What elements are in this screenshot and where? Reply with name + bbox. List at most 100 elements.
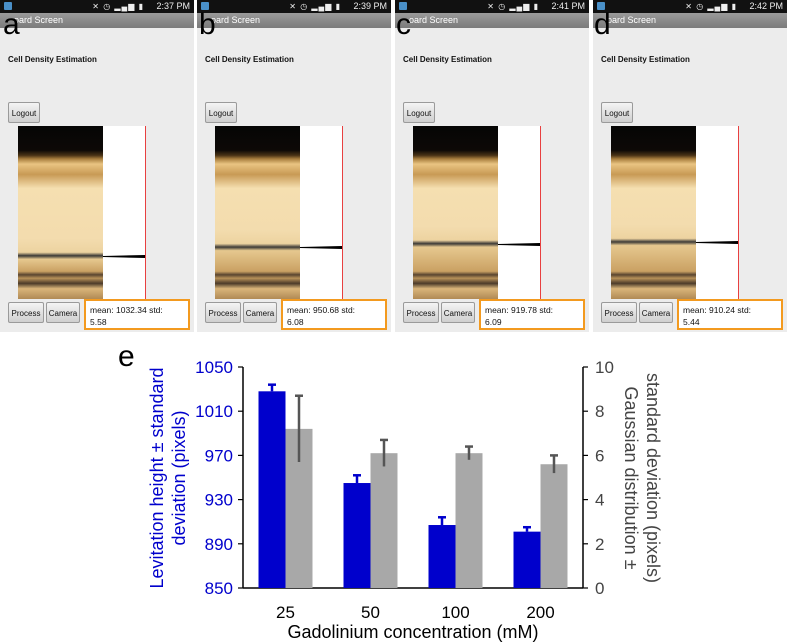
result-mean-text: mean: 910.24 std: bbox=[683, 305, 752, 315]
levitation-image bbox=[18, 126, 103, 299]
bar-levitation-height bbox=[428, 525, 456, 588]
x-tick-label: 100 bbox=[441, 603, 469, 622]
result-std-text: 6.09 bbox=[485, 317, 502, 327]
app-heading: Cell Density Estimation bbox=[403, 55, 492, 64]
signal-icons: ✕ ◷ ▂▄▆ ▮ bbox=[685, 2, 737, 11]
logout-button[interactable]: Logout bbox=[8, 102, 40, 123]
intensity-profile-plot bbox=[103, 126, 145, 299]
levitation-image bbox=[611, 126, 696, 299]
app-heading: Cell Density Estimation bbox=[601, 55, 690, 64]
result-box: mean: 950.68 std: 6.08 bbox=[281, 299, 387, 330]
result-std-text: 5.44 bbox=[683, 317, 700, 327]
logout-button[interactable]: Logout bbox=[601, 102, 633, 123]
logout-button[interactable]: Logout bbox=[205, 102, 237, 123]
notification-icon bbox=[399, 2, 407, 10]
camera-button[interactable]: Camera bbox=[441, 302, 475, 323]
phone-panel-a: ✕ ◷ ▂▄▆ ▮ 2:37 PM oard Screen Cell Densi… bbox=[0, 0, 194, 332]
intensity-peak bbox=[498, 243, 540, 246]
intensity-peak bbox=[103, 255, 145, 258]
panel-label-c: c bbox=[396, 8, 411, 41]
reference-line bbox=[540, 126, 541, 299]
camera-button[interactable]: Camera bbox=[46, 302, 80, 323]
bar-levitation-height bbox=[513, 531, 541, 588]
intensity-profile-svg bbox=[498, 243, 540, 246]
x-tick-label: 200 bbox=[526, 603, 554, 622]
logout-button[interactable]: Logout bbox=[403, 102, 435, 123]
status-bar: ✕ ◷ ▂▄▆ ▮ 2:37 PM bbox=[0, 0, 194, 13]
panel-label-b: b bbox=[199, 8, 216, 41]
result-mean-text: mean: 950.68 std: bbox=[287, 305, 356, 315]
x-axis-title: Gadolinium concentration (mM) bbox=[287, 622, 538, 642]
signal-icons: ✕ ◷ ▂▄▆ ▮ bbox=[487, 2, 539, 11]
app-heading: Cell Density Estimation bbox=[8, 55, 97, 64]
intensity-profile-plot bbox=[498, 126, 540, 299]
panel-label-e: e bbox=[118, 340, 135, 373]
notification-icon bbox=[597, 2, 605, 10]
app-heading: Cell Density Estimation bbox=[205, 55, 294, 64]
intensity-profile-svg bbox=[696, 241, 738, 244]
bar-levitation-height bbox=[343, 483, 371, 588]
right-tick-label: 6 bbox=[595, 446, 604, 465]
result-mean-text: mean: 919.78 std: bbox=[485, 305, 554, 315]
left-tick-label: 1010 bbox=[195, 402, 233, 421]
result-box: mean: 1032.34 std: 5.58 bbox=[84, 299, 190, 330]
app-title-bar: oard Screen bbox=[197, 13, 391, 28]
process-button[interactable]: Process bbox=[8, 302, 44, 323]
left-tick-label: 1050 bbox=[195, 358, 233, 377]
status-time: 2:37 PM bbox=[156, 1, 190, 11]
notification-icon bbox=[201, 2, 209, 10]
intensity-peak bbox=[300, 246, 342, 249]
status-time: 2:39 PM bbox=[353, 1, 387, 11]
notification-icon bbox=[4, 2, 12, 10]
camera-button[interactable]: Camera bbox=[639, 302, 673, 323]
status-bar: ✕ ◷ ▂▄▆ ▮ 2:39 PM bbox=[197, 0, 391, 13]
bar-gaussian-distribution bbox=[370, 453, 398, 588]
x-tick-label: 25 bbox=[276, 603, 295, 622]
x-tick-label: 50 bbox=[361, 603, 380, 622]
process-button[interactable]: Process bbox=[403, 302, 439, 323]
left-axis-title-line1: Levitation height ± standard bbox=[147, 367, 167, 588]
reference-line bbox=[145, 126, 146, 299]
phone-panel-d: ✕ ◷ ▂▄▆ ▮ 2:42 PM oard Screen Cell Densi… bbox=[593, 0, 787, 332]
left-tick-label: 930 bbox=[205, 491, 233, 510]
intensity-profile-plot bbox=[300, 126, 342, 299]
intensity-profile-plot bbox=[696, 126, 738, 299]
status-bar: ✕ ◷ ▂▄▆ ▮ 2:42 PM bbox=[593, 0, 787, 13]
left-tick-label: 890 bbox=[205, 535, 233, 554]
phone-panel-b: ✕ ◷ ▂▄▆ ▮ 2:39 PM oard Screen Cell Densi… bbox=[197, 0, 391, 332]
right-tick-label: 10 bbox=[595, 358, 614, 377]
result-box: mean: 919.78 std: 6.09 bbox=[479, 299, 585, 330]
right-axis-title-line2: standard deviation (pixels) bbox=[643, 373, 663, 583]
status-time: 2:42 PM bbox=[749, 1, 783, 11]
intensity-profile-svg bbox=[300, 246, 342, 249]
camera-button[interactable]: Camera bbox=[243, 302, 277, 323]
panel-label-d: d bbox=[594, 8, 611, 41]
right-tick-label: 4 bbox=[595, 491, 604, 510]
signal-icons: ✕ ◷ ▂▄▆ ▮ bbox=[92, 2, 144, 11]
result-mean-text: mean: 1032.34 std: bbox=[90, 305, 163, 315]
app-title-bar: oard Screen bbox=[593, 13, 787, 28]
reference-line bbox=[738, 126, 739, 299]
right-tick-label: 8 bbox=[595, 402, 604, 421]
bar-gaussian-distribution bbox=[540, 464, 568, 588]
panel-label-a: a bbox=[3, 8, 20, 41]
result-std-text: 5.58 bbox=[90, 317, 107, 327]
result-std-text: 6.08 bbox=[287, 317, 304, 327]
intensity-profile-svg bbox=[103, 255, 145, 258]
levitation-image bbox=[413, 126, 498, 299]
right-axis-title-line1: Gaussian distribution ± bbox=[621, 387, 641, 570]
phone-panel-c: ✕ ◷ ▂▄▆ ▮ 2:41 PM oard Screen Cell Densi… bbox=[395, 0, 589, 332]
app-title-bar: oard Screen bbox=[395, 13, 589, 28]
bar-gaussian-distribution bbox=[455, 453, 483, 588]
status-bar: ✕ ◷ ▂▄▆ ▮ 2:41 PM bbox=[395, 0, 589, 13]
levitation-image bbox=[215, 126, 300, 299]
right-tick-label: 2 bbox=[595, 535, 604, 554]
right-tick-label: 0 bbox=[595, 579, 604, 598]
process-button[interactable]: Process bbox=[205, 302, 241, 323]
left-tick-label: 970 bbox=[205, 446, 233, 465]
app-title-bar: oard Screen bbox=[0, 13, 194, 28]
process-button[interactable]: Process bbox=[601, 302, 637, 323]
status-time: 2:41 PM bbox=[551, 1, 585, 11]
intensity-peak bbox=[696, 241, 738, 244]
